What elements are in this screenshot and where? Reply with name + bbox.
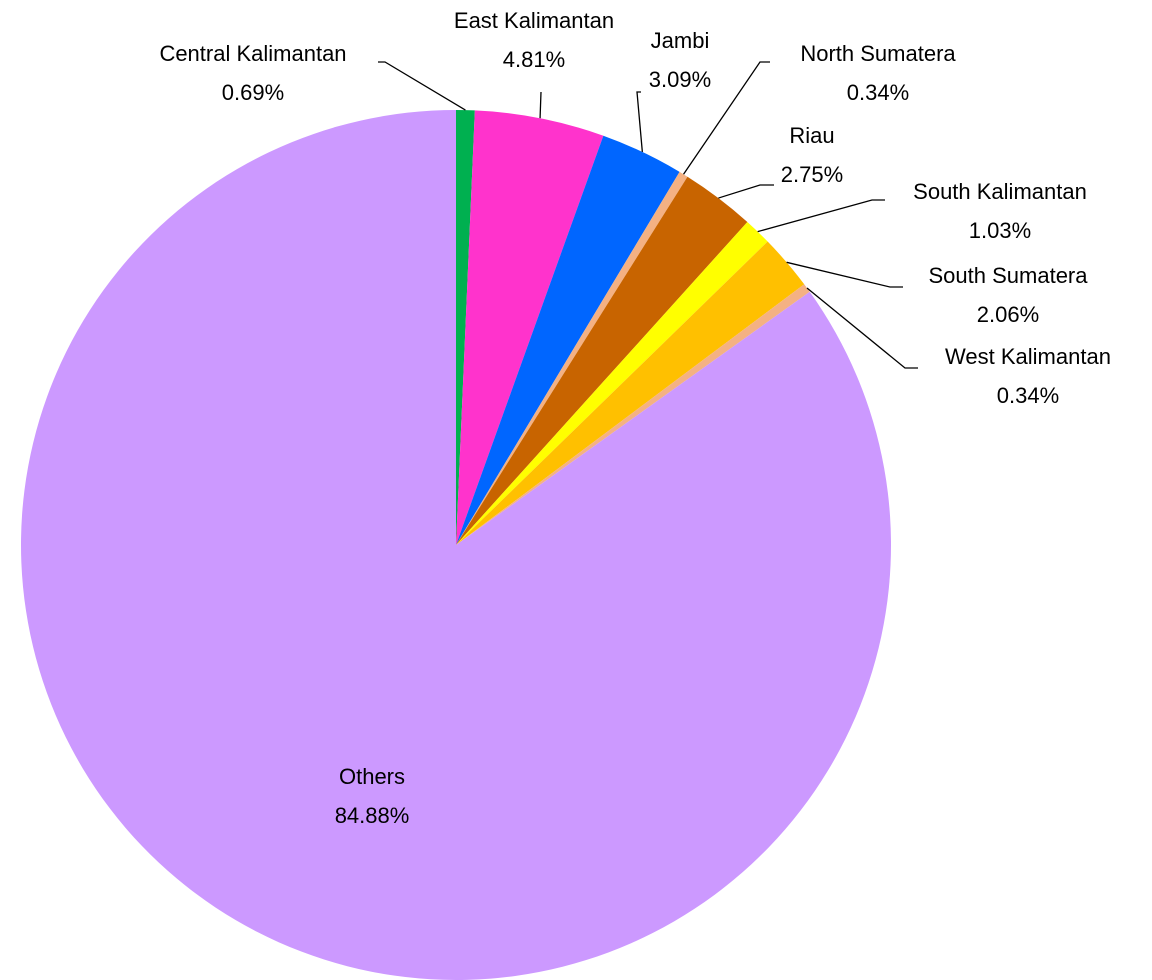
slice-label-value: 2.06%: [977, 302, 1039, 327]
slice-label-value: 4.81%: [503, 47, 565, 72]
leader-line: [636, 91, 643, 152]
slice-label-name: South Kalimantan: [913, 179, 1087, 204]
slice-label-name: West Kalimantan: [945, 344, 1111, 369]
pie-slice: [456, 171, 688, 545]
slice-label-name: East Kalimantan: [454, 8, 614, 33]
pie-slice: [456, 221, 768, 545]
leader-line: [539, 91, 542, 119]
slice-label-name: Others: [339, 764, 405, 789]
slice-label-value: 0.34%: [997, 383, 1059, 408]
slice-label-value: 1.03%: [969, 218, 1031, 243]
slice-label-value: 0.34%: [847, 80, 909, 105]
leader-line: [718, 184, 774, 199]
leader-line: [757, 199, 885, 233]
leader-line: [683, 61, 770, 175]
pie-slice: [456, 176, 748, 545]
pie-slice: [456, 110, 475, 545]
slice-label-name: North Sumatera: [800, 41, 956, 66]
pie-slice: [456, 241, 805, 545]
leader-line: [806, 287, 918, 369]
pie-slice: [456, 284, 810, 545]
slice-label-value: 2.75%: [781, 162, 843, 187]
slice-label-value: 3.09%: [649, 67, 711, 92]
leader-line: [378, 61, 466, 111]
slice-label-name: Jambi: [651, 28, 710, 53]
slice-label-value: 84.88%: [335, 803, 410, 828]
pie-slice: [456, 135, 680, 545]
pie-slice: [20, 110, 891, 980]
slice-label-name: Riau: [789, 123, 834, 148]
leader-line: [786, 261, 903, 288]
slice-label-value: 0.69%: [222, 80, 284, 105]
slice-label-name: Central Kalimantan: [159, 41, 346, 66]
pie-slice: [456, 110, 604, 546]
slice-label-name: South Sumatera: [929, 263, 1089, 288]
